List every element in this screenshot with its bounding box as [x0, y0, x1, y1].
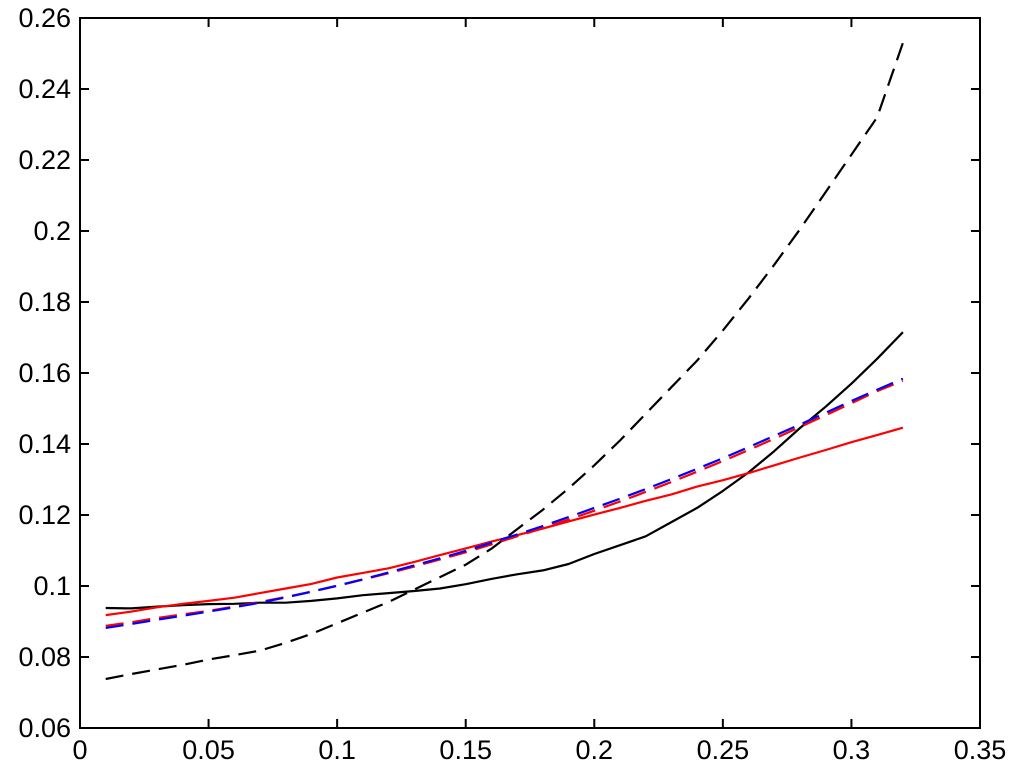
x-tick-label: 0.25: [697, 735, 750, 765]
y-tick-label: 0.24: [18, 74, 71, 104]
y-tick-label: 0.12: [18, 500, 71, 530]
y-tick-label: 0.14: [18, 429, 71, 459]
series-line-5: [105, 377, 904, 629]
y-axis: 0.06 0.08 0.1 0.12 0.14 0.16 0.18 0.2 0.22 0.24 0.…: [18, 3, 980, 743]
series-line-2: [105, 42, 904, 681]
x-tick-label: 0.35: [954, 735, 1007, 765]
series-line-3: [105, 426, 904, 617]
x-tick-label: 0.1: [318, 735, 356, 765]
y-tick-label: 0.18: [18, 287, 71, 317]
x-tick-label: 0: [72, 735, 87, 765]
y-tick-label: 0.16: [18, 358, 71, 388]
y-tick-label: 0.26: [18, 3, 71, 33]
series-layer: [105, 42, 904, 681]
series-line-4: [105, 379, 904, 627]
y-tick-label: 0.08: [18, 642, 71, 672]
x-tick-label: 0.15: [439, 735, 492, 765]
axes-frame: [79, 17, 981, 729]
x-tick-label: 0.2: [576, 735, 614, 765]
y-tick-label: 0.06: [18, 713, 71, 743]
y-tick-label: 0.2: [33, 216, 71, 246]
x-tick-label: 0.05: [182, 735, 235, 765]
x-axis: 0 0.05 0.1 0.15 0.2 0.25 0.3 0.35: [72, 18, 1006, 765]
x-tick-label: 0.3: [833, 735, 871, 765]
y-tick-label: 0.22: [18, 145, 71, 175]
series-line-1: [105, 331, 904, 610]
y-tick-label: 0.1: [33, 571, 71, 601]
